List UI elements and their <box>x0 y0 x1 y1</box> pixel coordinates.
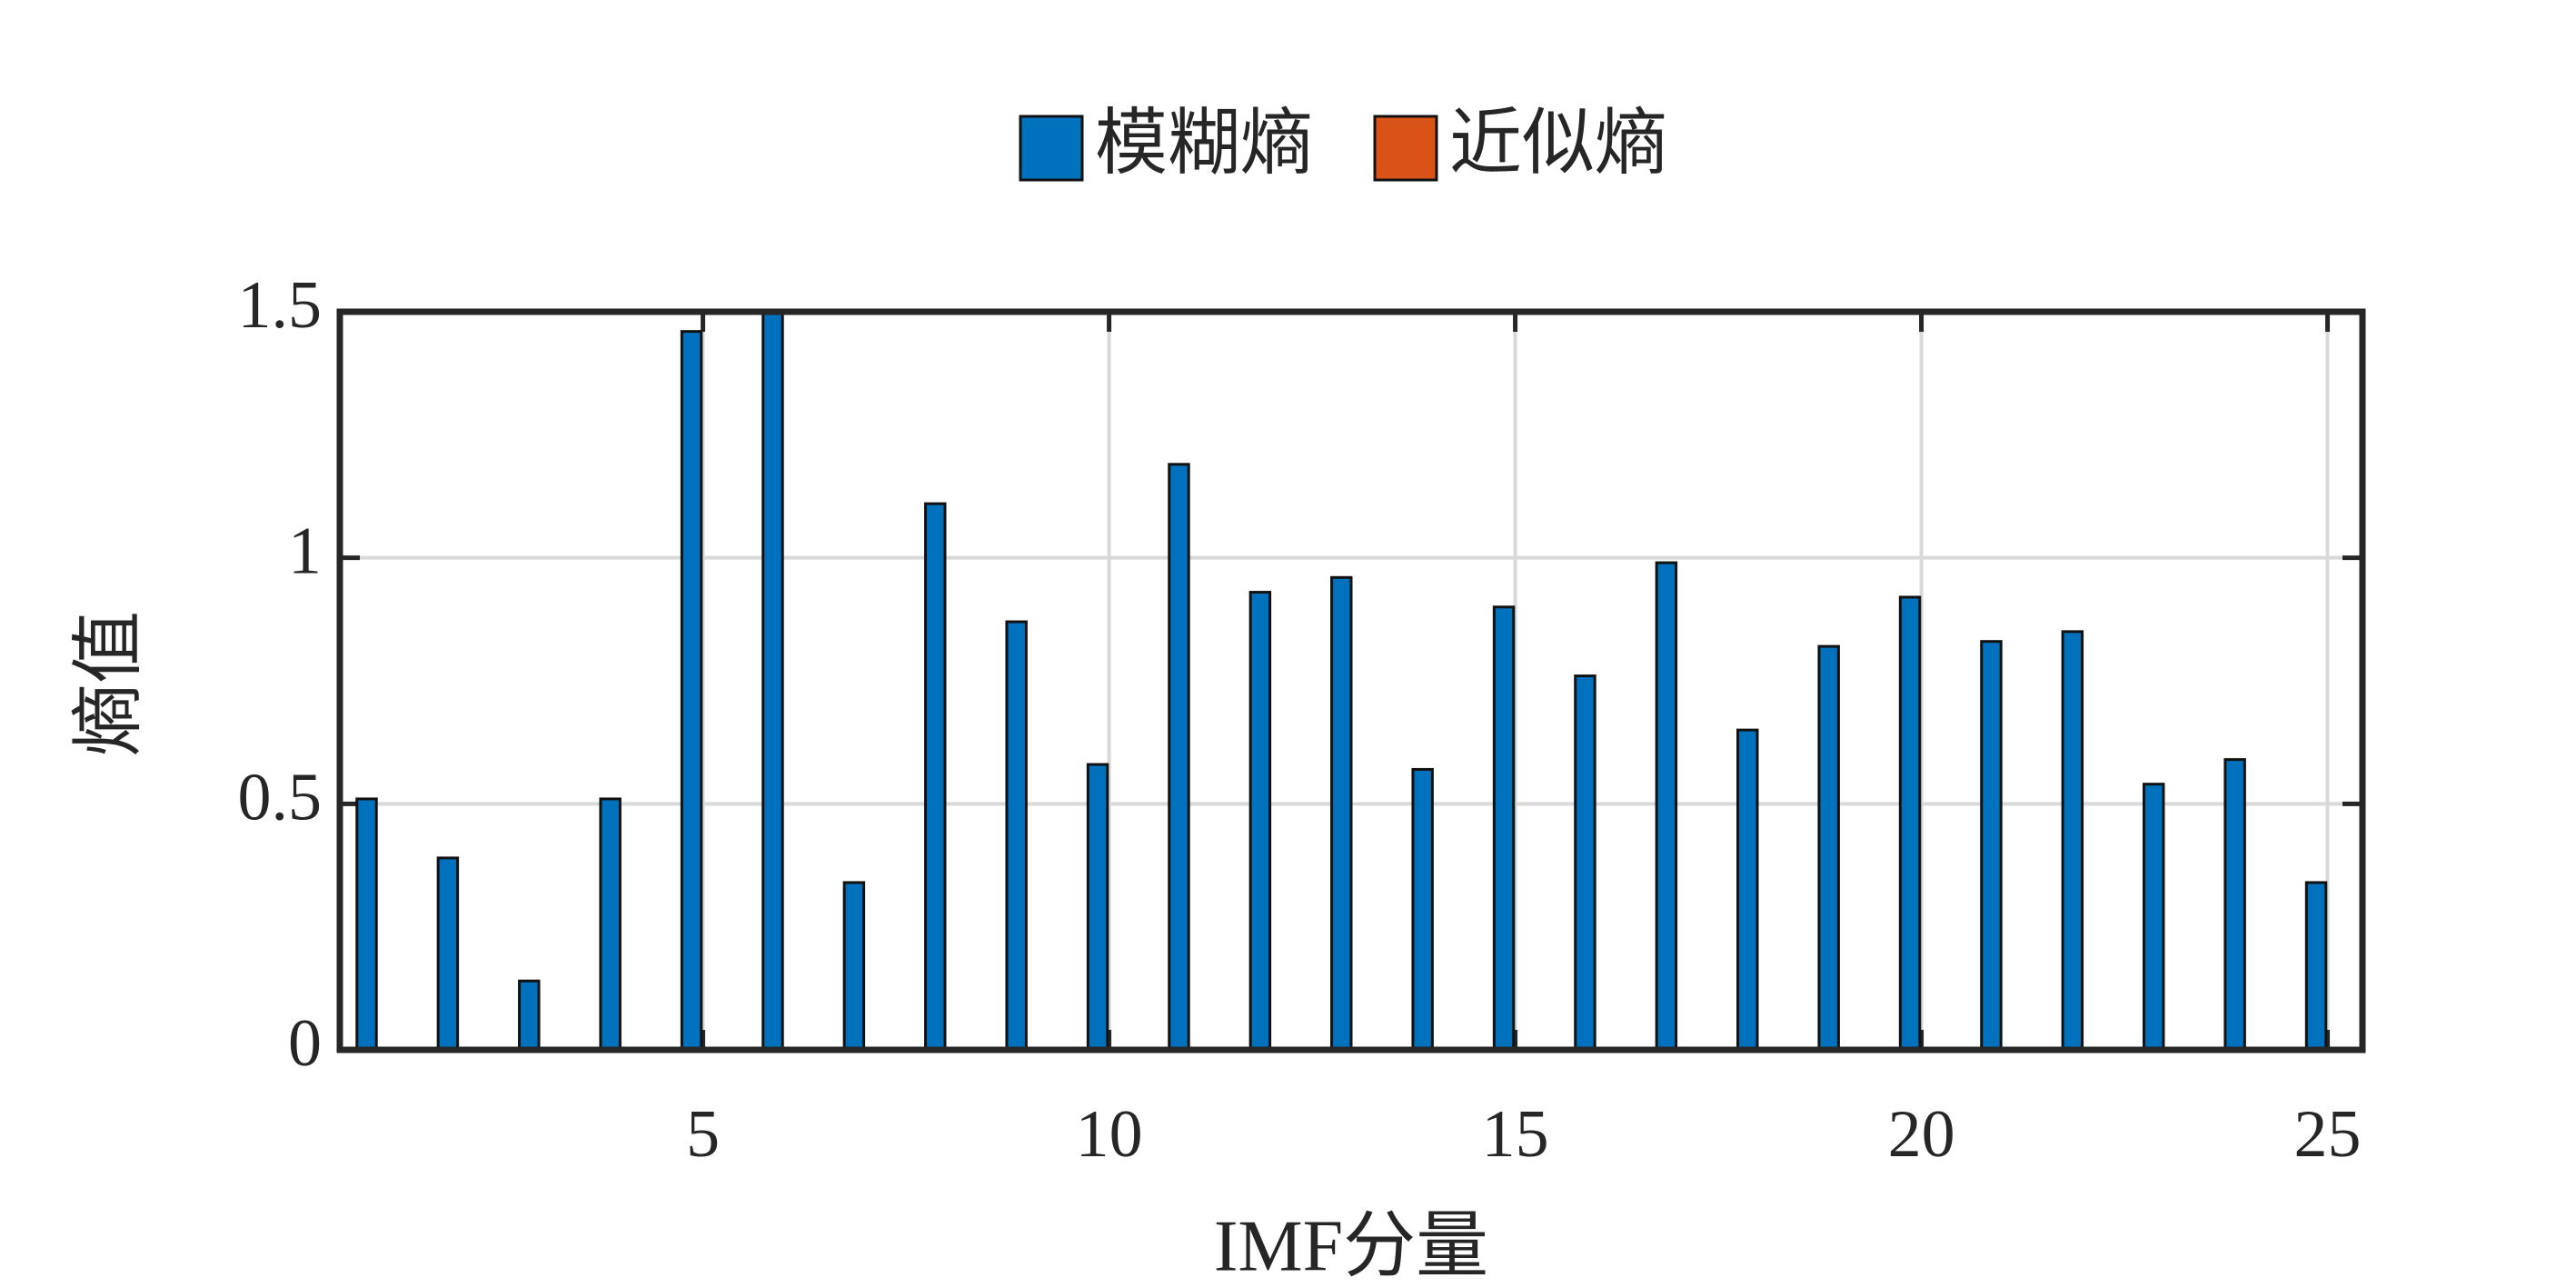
y-tick-label: 0.5 <box>238 760 323 834</box>
y-tick-label: 0 <box>288 1006 322 1081</box>
bar <box>436 856 460 1050</box>
y-tick-label: 1.5 <box>238 268 323 343</box>
bar <box>2143 783 2165 1050</box>
bar <box>1492 605 1516 1050</box>
bar <box>1248 591 1272 1050</box>
legend-label: 近似熵 <box>1449 104 1667 184</box>
legend-swatch <box>1373 115 1438 182</box>
bar <box>1817 644 1840 1050</box>
bar <box>1005 620 1028 1050</box>
bar <box>1168 463 1190 1050</box>
bar <box>518 979 541 1050</box>
legend-label: 模糊熵 <box>1095 104 1313 184</box>
bar <box>1980 640 2003 1050</box>
bar <box>599 797 622 1050</box>
bar <box>2223 758 2246 1050</box>
x-axis-label: IMF分量 <box>1214 1206 1488 1286</box>
bar <box>680 330 703 1050</box>
bar <box>1411 767 1434 1050</box>
axes-box <box>336 308 2366 1053</box>
bar <box>355 797 378 1050</box>
bar <box>1330 575 1353 1050</box>
bar <box>2304 881 2328 1050</box>
bar <box>1898 595 1922 1050</box>
bar <box>1655 561 1678 1050</box>
bars <box>355 312 2328 1050</box>
x-tick-label: 20 <box>1888 1097 1955 1172</box>
bar <box>1086 763 1109 1050</box>
legend-swatch <box>1019 115 1084 182</box>
x-tick-label: 25 <box>2294 1097 2362 1172</box>
y-tick-label: 1 <box>288 514 322 589</box>
bar <box>2061 630 2084 1050</box>
bar <box>761 312 784 1050</box>
x-tick-label: 10 <box>1076 1097 1143 1172</box>
bar <box>1736 728 1759 1050</box>
bar <box>842 881 866 1050</box>
x-tick-label: 5 <box>686 1097 720 1172</box>
x-tick-label: 15 <box>1482 1097 1549 1172</box>
bar <box>924 502 947 1050</box>
bar <box>1574 674 1596 1050</box>
y-axis-label: 熵值 <box>69 611 149 756</box>
